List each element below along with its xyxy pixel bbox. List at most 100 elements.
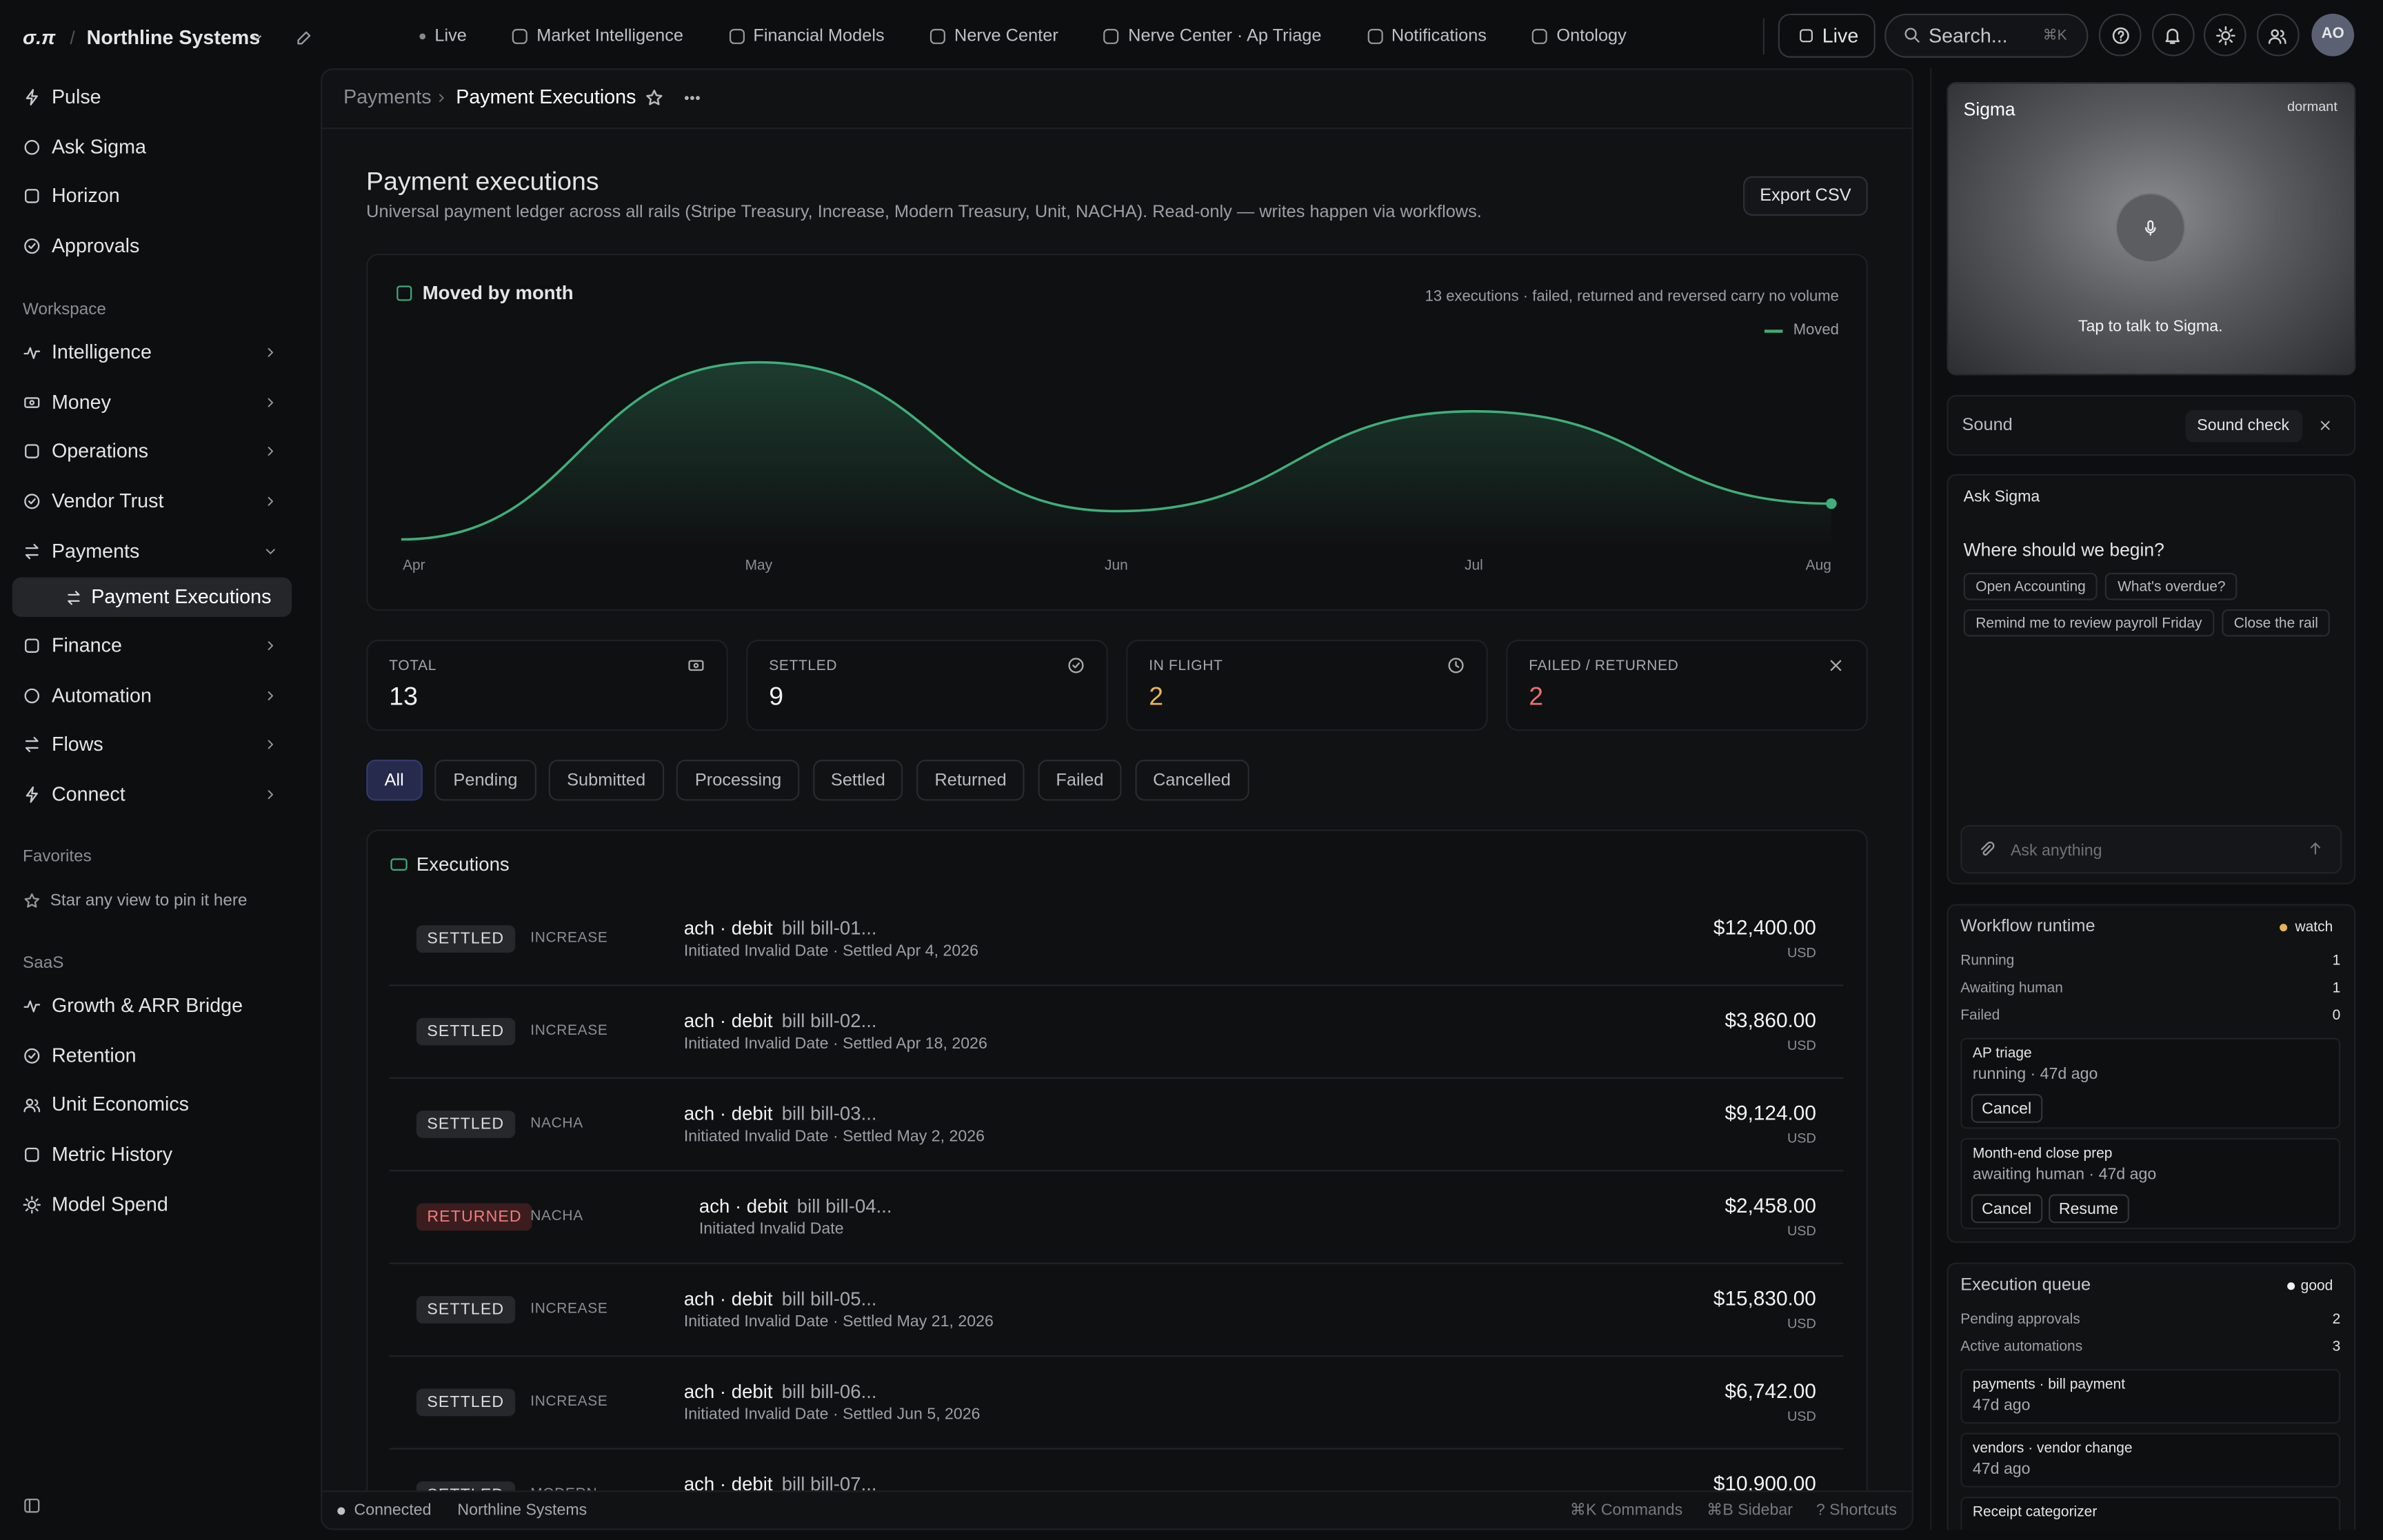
divider — [322, 1490, 1912, 1492]
icon — [23, 1000, 41, 1013]
export-button[interactable] — [1743, 176, 1868, 216]
chart-note: 13 executions · failed, returned and rev… — [1425, 288, 1839, 306]
nav-link[interactable]: Horizon — [51, 184, 120, 207]
icon — [268, 691, 274, 700]
icon — [24, 893, 40, 908]
icon — [1904, 28, 1920, 43]
ask-card — [1947, 474, 2356, 884]
execution-row[interactable] — [389, 986, 1844, 1079]
nav-link-active[interactable]: Payment Executions — [91, 585, 272, 608]
nav-link[interactable]: Model Spend — [51, 1192, 168, 1215]
icon — [24, 139, 40, 154]
filter-chip[interactable]: Submitted — [548, 760, 664, 801]
nav-link[interactable]: Operations — [51, 439, 149, 463]
icon — [1448, 658, 1464, 673]
breadcrumb-link[interactable]: Payments — [343, 85, 432, 108]
filter-chip[interactable]: Failed — [1037, 760, 1122, 801]
sound-check-button[interactable] — [2185, 410, 2303, 443]
legend-swatch — [1764, 330, 1783, 333]
mic-button[interactable] — [2115, 192, 2186, 263]
ask-prompt: Where should we begin? — [1963, 539, 2164, 561]
search-box[interactable] — [1884, 13, 2089, 58]
shortcut-hint[interactable]: ? Shortcuts — [1816, 1501, 1897, 1520]
execution-title: ach · debit bill bill-07... — [684, 1472, 877, 1490]
nav-item[interactable]: Live — [414, 28, 473, 45]
nav-item[interactable]: Ontology — [1526, 28, 1632, 45]
action-button[interactable]: Cancel — [1971, 1093, 2042, 1123]
nav-link[interactable]: Unit Economics — [51, 1093, 189, 1116]
status-text: Connected — [354, 1501, 432, 1520]
execution-row[interactable] — [389, 893, 1844, 986]
execution-title: ach · debit bill bill-04... — [699, 1194, 892, 1218]
shortcut-hint[interactable]: ⌘B Sidebar — [1707, 1501, 1793, 1520]
nav-item[interactable]: Financial Models — [723, 28, 890, 45]
icon-button[interactable] — [2255, 13, 2299, 57]
amount: $15,830.00 — [1713, 1286, 1816, 1310]
nav-link[interactable]: Retention — [51, 1043, 137, 1066]
queue-name: payments · bill payment — [1972, 1376, 2126, 1394]
nav-link[interactable]: Payments — [51, 539, 140, 563]
card-title: Execution queue — [1960, 1276, 2091, 1295]
sigma-title: Sigma — [1963, 99, 2015, 121]
icon-button[interactable] — [2203, 13, 2246, 57]
filter-chip[interactable]: Pending — [434, 760, 536, 801]
nav-link[interactable]: Intelligence — [51, 340, 152, 363]
action-button[interactable]: Resume — [2048, 1194, 2129, 1224]
top-nav: Live Market Intelligence Financial Models N… — [414, 23, 1633, 50]
nav-item[interactable]: Nerve Center · Ap Triage — [1098, 28, 1327, 45]
execution-row[interactable] — [389, 1264, 1844, 1357]
icon-button[interactable] — [2098, 13, 2142, 57]
nav-link[interactable]: Flows — [51, 733, 103, 756]
filter-chip[interactable]: Cancelled — [1134, 760, 1249, 801]
nav-link[interactable]: Connect — [51, 782, 125, 806]
nav-link[interactable]: Ask Sigma — [51, 134, 146, 158]
filter-chip[interactable]: Processing — [676, 760, 800, 801]
icon — [25, 543, 39, 559]
icon — [24, 1498, 40, 1513]
section-label: Favorites — [23, 847, 92, 867]
nav-link[interactable]: Metric History — [51, 1142, 173, 1166]
nav-link[interactable]: Growth & ARR Bridge — [51, 993, 243, 1017]
execution-title: ach · debit bill bill-01... — [684, 916, 877, 940]
suggestion-chip[interactable]: Remind me to review payroll Friday — [1963, 609, 2215, 637]
filter-chip[interactable]: Returned — [916, 760, 1025, 801]
shortcut-hint[interactable]: ⌘K Commands — [1569, 1501, 1683, 1520]
ask-input[interactable] — [1960, 824, 2342, 874]
suggestion-chip[interactable]: Close the rail — [2222, 609, 2331, 637]
queue-item[interactable] — [1960, 1368, 2341, 1424]
nav-link[interactable]: Money — [51, 389, 111, 413]
sound-label: Sound — [1962, 416, 2013, 435]
section-label: SaaS — [23, 954, 64, 973]
nav-label: Nerve Center — [954, 27, 1058, 46]
suggestion-chip[interactable]: What's overdue? — [2105, 572, 2238, 600]
execution-row[interactable] — [389, 1357, 1844, 1450]
nav-item[interactable]: Market Intelligence — [506, 28, 690, 45]
empty-hint: Star any view to pin it here — [50, 891, 248, 911]
queue-item[interactable] — [1960, 1497, 2341, 1530]
workspace-switcher[interactable]: Northline Systems — [86, 26, 261, 49]
icon — [24, 239, 40, 254]
chart-icon — [396, 285, 412, 301]
avatar[interactable] — [2311, 13, 2355, 57]
nav-label: Financial Models — [753, 27, 885, 46]
live-button[interactable] — [1778, 13, 1876, 58]
workflow-status: awaiting human · 47d ago — [1972, 1165, 2157, 1184]
nav-link[interactable]: Finance — [51, 634, 122, 657]
nav-link[interactable]: Automation — [51, 683, 152, 707]
action-button[interactable]: Cancel — [1971, 1194, 2042, 1224]
execution-row[interactable] — [389, 1171, 1844, 1264]
filter-chip[interactable]: All — [366, 760, 423, 801]
filter-chip[interactable]: Settled — [812, 760, 904, 801]
nav-link[interactable]: Approvals — [51, 234, 140, 257]
execution-row[interactable] — [389, 1079, 1844, 1172]
nav-item[interactable]: Nerve Center — [924, 28, 1065, 45]
nav-item[interactable]: Notifications — [1361, 28, 1493, 45]
queue-item[interactable] — [1960, 1432, 2341, 1488]
nav-link[interactable]: Pulse — [51, 85, 101, 108]
execution-meta: Initiated Invalid Date · Settled Apr 18,… — [683, 1034, 987, 1053]
icon — [268, 397, 274, 407]
icon-button[interactable] — [2151, 13, 2194, 57]
nav-link[interactable]: Vendor Trust — [51, 489, 164, 512]
status-badge: SETTLED — [416, 1388, 515, 1417]
suggestion-chip[interactable]: Open Accounting — [1963, 572, 2098, 600]
